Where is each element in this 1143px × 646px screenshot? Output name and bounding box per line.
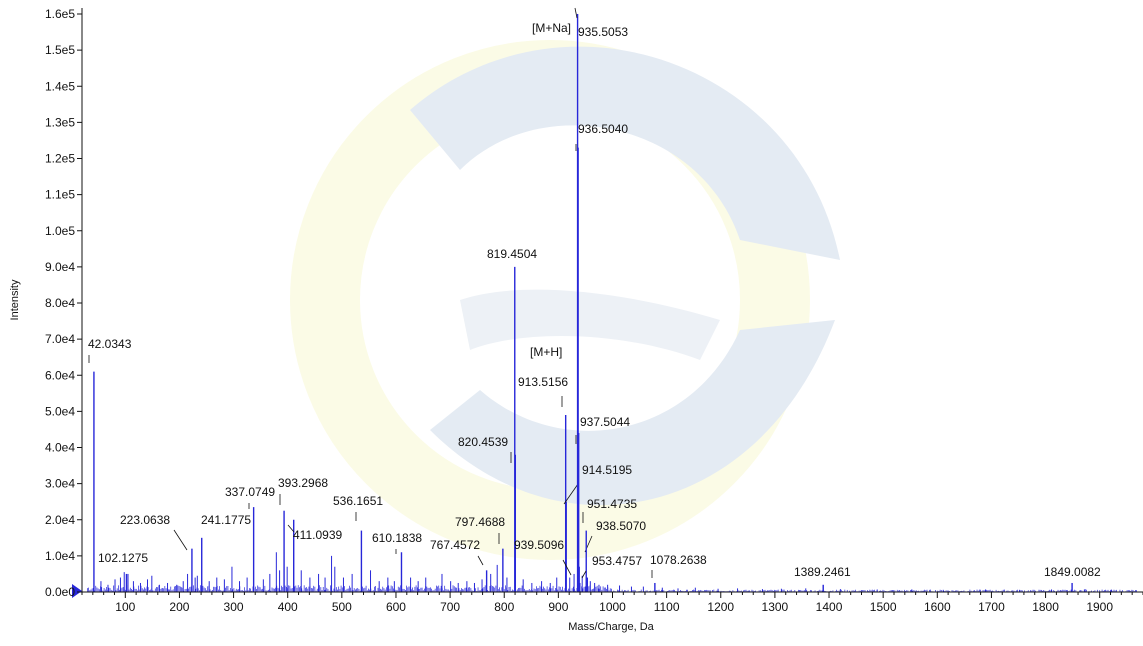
watermark-blue-center (460, 289, 720, 360)
y-tick-label: 1.5e5 (45, 43, 75, 57)
x-tick-label: 1600 (924, 600, 951, 614)
watermark-logo (290, 40, 840, 560)
peak-label: 337.0749 (225, 485, 275, 499)
peak-label: 1849.0082 (1044, 565, 1101, 579)
peak-label: 937.5044 (580, 415, 630, 429)
y-axis-ticks: 0.0e0 1.0e4 2.0e4 3.0e4 4.0e4 5.0e4 6.0e4 7.0e4… (45, 7, 82, 599)
peak-label: 935.5053 (578, 25, 628, 39)
peak-label: 913.5156 (518, 375, 568, 389)
x-tick-label: 400 (278, 600, 298, 614)
y-tick-label: 3.0e4 (45, 477, 75, 491)
x-tick-label: 800 (494, 600, 514, 614)
peak-label: 914.5195 (582, 463, 632, 477)
peak-label: 102.1275 (98, 551, 148, 565)
peak-leader-line (477, 555, 484, 566)
x-tick-label: 900 (548, 600, 568, 614)
peak-label: 820.4539 (458, 435, 508, 449)
peak-leader-line (562, 559, 572, 576)
x-tick-label: 1200 (707, 600, 734, 614)
y-tick-label: 8.0e4 (45, 296, 75, 310)
x-tick-label: 300 (224, 600, 244, 614)
x-tick-label: 1500 (870, 600, 897, 614)
y-tick-label: 1.1e5 (45, 188, 75, 202)
peak-leader-line (563, 483, 579, 505)
peak-label: 393.2968 (278, 476, 328, 490)
peak-label: 411.0939 (293, 528, 342, 542)
ion-annotation: [M+Na] (532, 21, 571, 35)
peak-label: 819.4504 (487, 247, 537, 261)
y-tick-label: 1.0e5 (45, 224, 75, 238)
x-tick-label: 1100 (654, 600, 680, 614)
peak-leader-line (173, 529, 188, 551)
peak-label: 936.5040 (578, 122, 628, 136)
y-tick-label: 7.0e4 (45, 332, 75, 346)
y-tick-label: 4.0e4 (45, 441, 75, 455)
peak-leader-line (287, 524, 295, 533)
x-tick-label: 600 (386, 600, 406, 614)
peak-label: 42.0343 (88, 337, 132, 351)
x-tick-label: 1700 (978, 600, 1005, 614)
y-tick-label: 2.0e4 (45, 513, 75, 527)
peak-label: 767.4572 (430, 538, 480, 552)
x-tick-label: 100 (115, 600, 135, 614)
x-tick-label: 1900 (1086, 600, 1113, 614)
x-tick-label: 1000 (599, 600, 626, 614)
x-tick-label: 1400 (816, 600, 843, 614)
labeled-peaks: 42.0343 102.1275 223.0638 241.1775 337.07493… (88, 7, 1101, 592)
peak-label: 1078.2638 (650, 553, 707, 567)
peak-label: 951.4735 (587, 497, 637, 511)
peak-leader-line (574, 7, 578, 19)
y-tick-label: 1.4e5 (45, 79, 75, 93)
watermark-blue-arc (410, 46, 840, 261)
x-axis-ticks: 100 200 300 400 500 600 700 800 900 1000 1100 1200 1… (81, 592, 1143, 614)
y-tick-label: 1.0e4 (45, 549, 75, 563)
ion-annotation: [M+H] (530, 345, 562, 359)
watermark-blue-arc-lower (430, 320, 835, 506)
x-tick-label: 1300 (762, 600, 789, 614)
peak-label: 1389.2461 (794, 565, 851, 579)
y-tick-label: 6.0e4 (45, 368, 75, 382)
peak-label: 536.1651 (333, 494, 383, 508)
y-tick-label: 5.0e4 (45, 404, 75, 418)
y-tick-label: 1.2e5 (45, 152, 75, 166)
y-tick-label: 0.0e0 (45, 585, 75, 599)
y-tick-label: 9.0e4 (45, 260, 75, 274)
x-tick-label: 500 (332, 600, 352, 614)
x-tick-label: 1800 (1032, 600, 1059, 614)
peak-label: 223.0638 (120, 513, 170, 527)
peak-label: 938.5070 (596, 519, 646, 533)
y-axis-title: Intensity (9, 279, 21, 320)
peak-leader-line (581, 570, 587, 579)
x-tick-label: 700 (440, 600, 460, 614)
peak-label: 610.1838 (372, 531, 422, 545)
x-origin-marker-icon (72, 584, 82, 598)
y-tick-label: 1.6e5 (45, 7, 75, 21)
x-tick-label: 200 (169, 600, 189, 614)
peak-label: 797.4688 (455, 515, 505, 529)
y-tick-label: 1.3e5 (45, 115, 75, 129)
peak-label: 939.5096 (514, 538, 564, 552)
x-axis-title: Mass/Charge, Da (568, 621, 654, 633)
peak-label: 953.4757 (592, 554, 642, 568)
peak-label: 241.1775 (201, 513, 251, 527)
